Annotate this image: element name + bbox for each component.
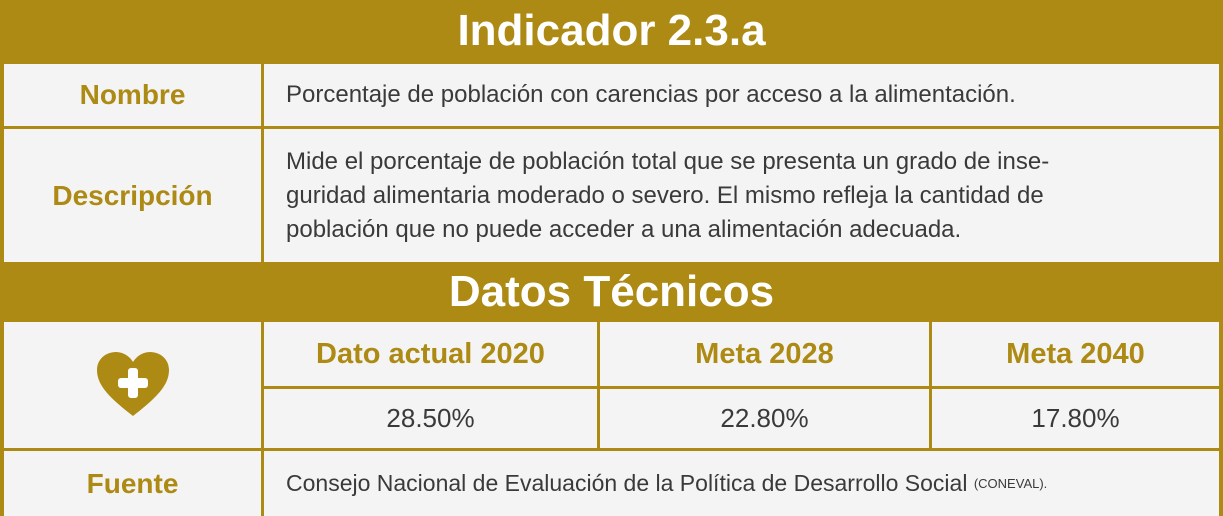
section-title: Datos Técnicos [448, 267, 775, 316]
fuente-label: Fuente [4, 451, 261, 516]
descripcion-label: Descripción [4, 129, 261, 262]
value-cell: 17.80% [932, 389, 1219, 448]
nombre-text: Porcentaje de población con carencias po… [264, 64, 1219, 126]
line: Mide el porcentaje de población total qu… [286, 147, 1050, 175]
line: población que no puede acceder a una ali… [286, 215, 962, 243]
header-cell: Meta 2028 [600, 322, 929, 386]
nombre-label: Nombre [4, 64, 261, 126]
value-cell: 22.80% [600, 389, 929, 448]
value-cell: 28.50% [264, 389, 597, 448]
fuente-text: Consejo Nacional de Evaluación de la Pol… [264, 451, 1219, 516]
fuente-main: Consejo Nacional de Evaluación de la Pol… [286, 470, 968, 496]
descripcion-text: Mide el porcentaje de población total qu… [264, 129, 1219, 262]
title: Indicador 2.3.a [457, 6, 766, 55]
icon-cell [4, 322, 261, 448]
fuente-note: (CONEVAL). [973, 476, 1048, 491]
header-cell: Dato actual 2020 [264, 322, 597, 386]
line: guridad alimentaria moderado o severo. E… [286, 181, 1044, 209]
header-cell: Meta 2040 [932, 322, 1219, 386]
heart-icon [96, 352, 169, 416]
